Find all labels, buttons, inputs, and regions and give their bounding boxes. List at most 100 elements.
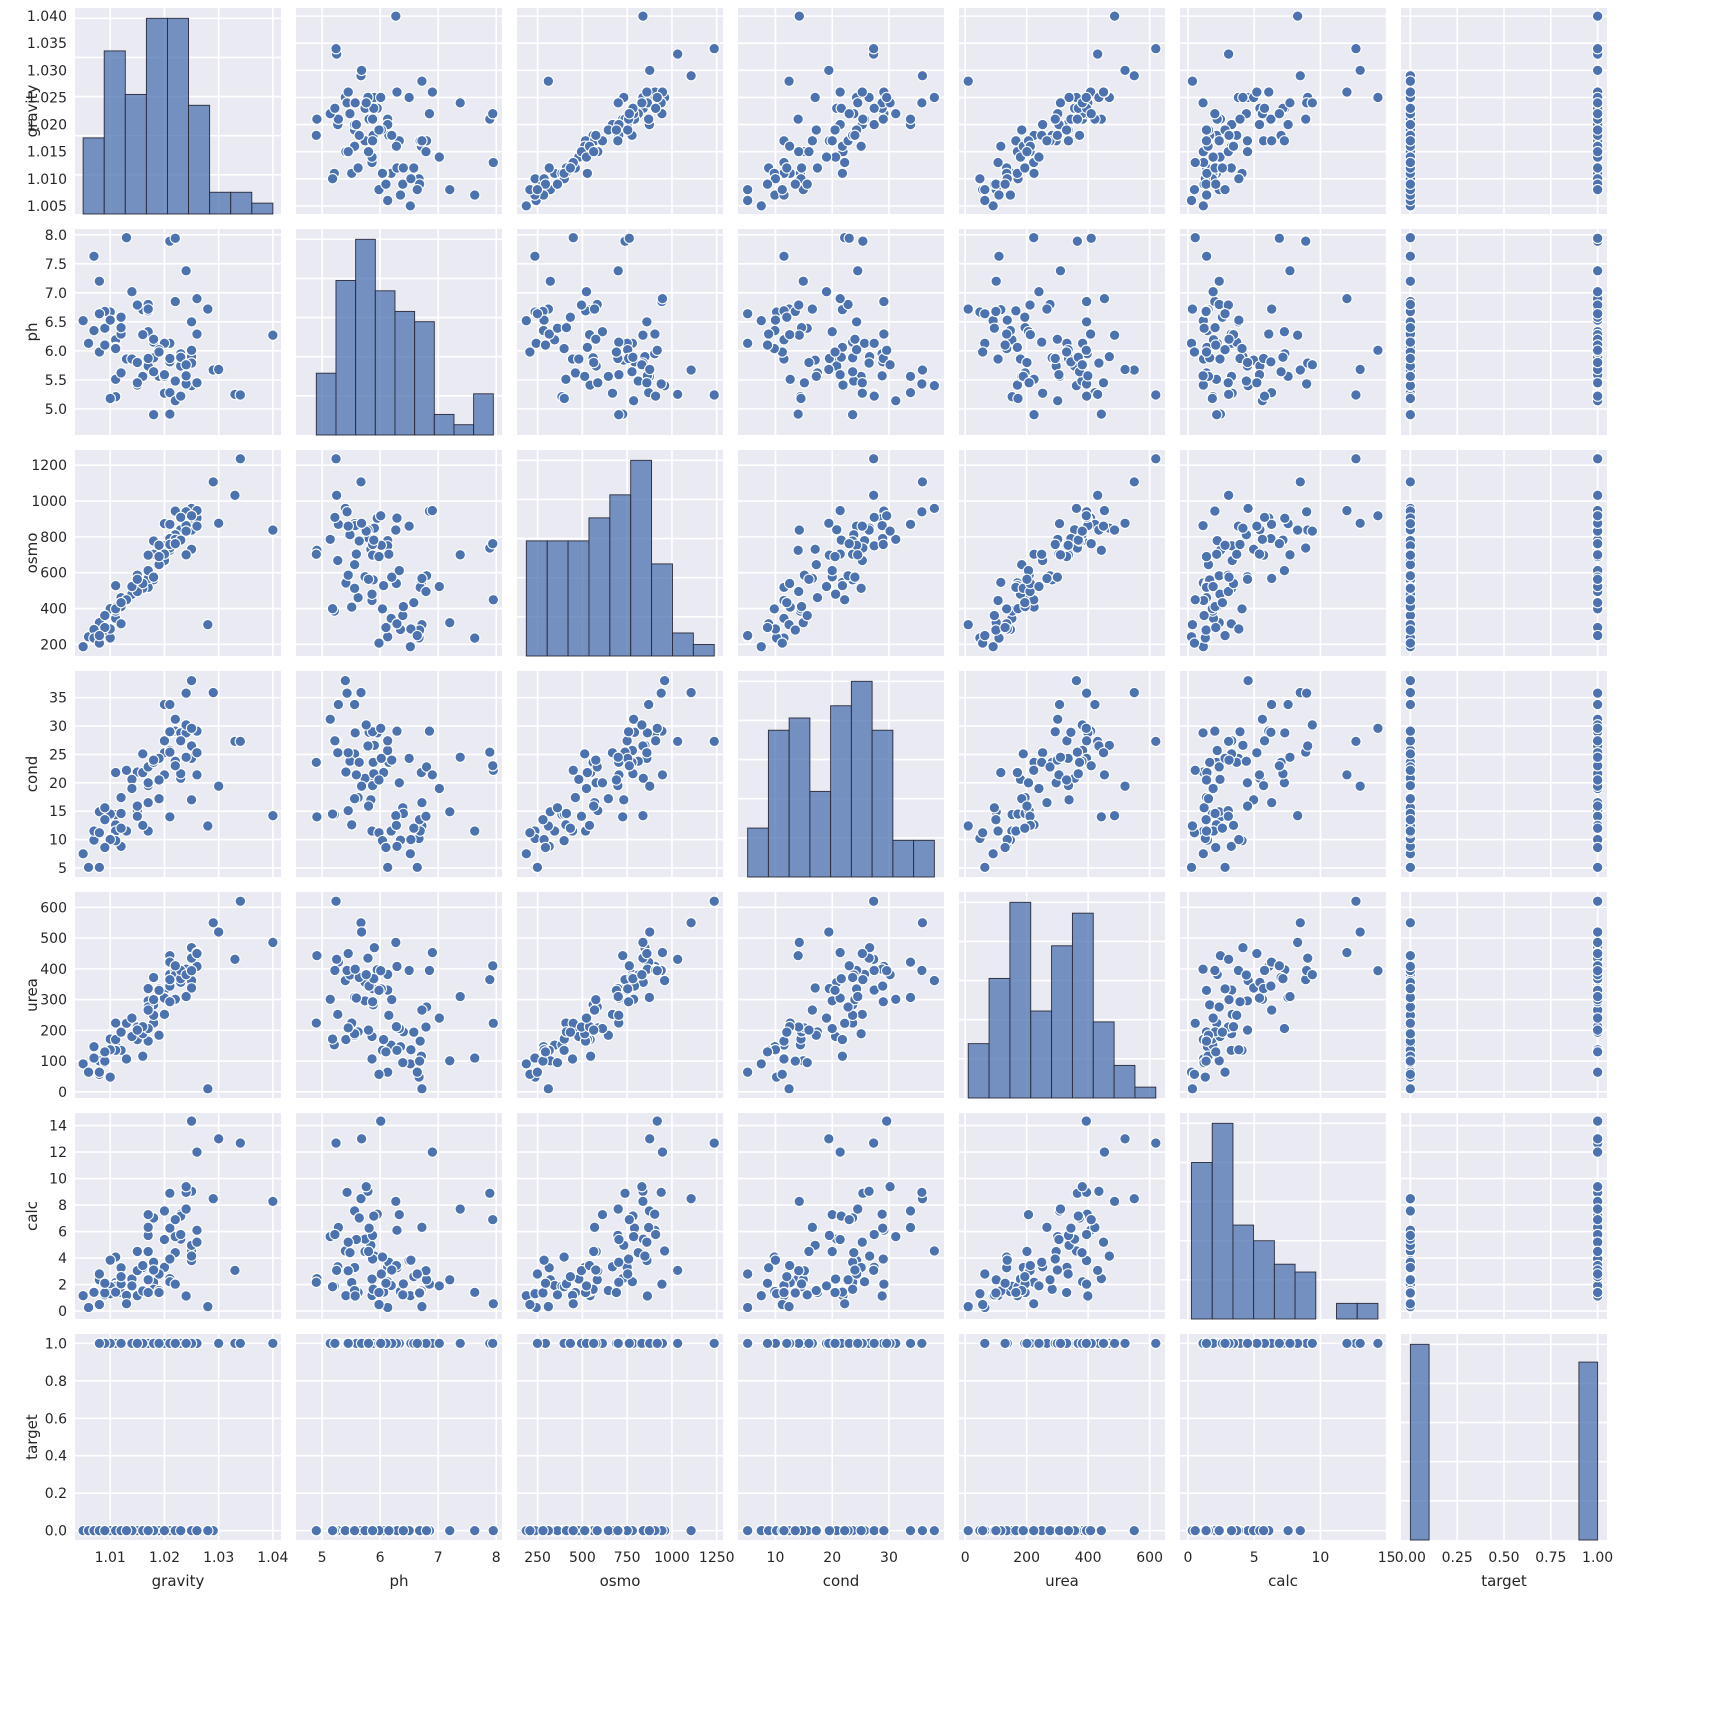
scatter-point <box>1241 145 1254 158</box>
scatter-point <box>564 822 577 834</box>
scatter-point <box>88 1286 100 1299</box>
scatter-point <box>360 968 372 981</box>
scatter-point <box>137 748 149 760</box>
scatter-point <box>115 791 127 804</box>
scatter-point <box>842 1274 854 1286</box>
scatter-point <box>1021 573 1033 586</box>
scatter-point <box>1097 86 1110 98</box>
y-tick-label: 800 <box>40 530 67 546</box>
scatter-point <box>1098 1146 1111 1158</box>
scatter-point <box>77 640 89 653</box>
histogram-bar <box>209 191 232 215</box>
histogram-bar <box>546 540 569 657</box>
scatter-point <box>142 303 154 315</box>
scatter-point <box>1263 328 1275 340</box>
scatter-point <box>380 178 392 190</box>
scatter-point <box>1097 377 1110 389</box>
scatter-point <box>622 1253 635 1265</box>
scatter-point <box>1257 1524 1270 1537</box>
scatter-point <box>229 953 241 966</box>
scatter-point <box>1591 10 1604 22</box>
scatter-point <box>362 1245 375 1258</box>
scatter-point <box>385 754 398 766</box>
scatter-point <box>1291 329 1304 341</box>
scatter-point <box>856 1236 869 1248</box>
scatter-point <box>856 1008 869 1021</box>
scatter-point <box>366 113 379 125</box>
scatter-point <box>397 162 410 174</box>
scatter-point <box>444 1055 456 1067</box>
scatter-point <box>890 395 902 407</box>
panel-ph-vs-target <box>1401 229 1607 435</box>
scatter-point <box>761 178 774 190</box>
scatter-point <box>391 1044 403 1057</box>
scatter-point <box>542 1083 555 1095</box>
scatter-point <box>353 756 366 769</box>
scatter-point <box>1011 341 1024 354</box>
scatter-point <box>207 686 219 699</box>
scatter-point <box>560 807 573 820</box>
scatter-point <box>158 368 171 381</box>
scatter-point <box>416 135 428 147</box>
y-tick-label: 4 <box>58 1251 67 1267</box>
scatter-point <box>1200 984 1213 997</box>
scatter-point <box>1219 539 1231 552</box>
scatter-point <box>1237 941 1249 954</box>
scatter-point <box>1404 637 1417 649</box>
scatter-point <box>587 1245 600 1258</box>
scatter-point <box>1236 603 1248 615</box>
x-axis-label: ph <box>389 1572 408 1590</box>
scatter-point <box>404 847 417 860</box>
scatter-point <box>1210 548 1223 561</box>
x-tick-label: 30 <box>880 1550 898 1566</box>
scatter-point <box>741 1301 754 1314</box>
y-tick-label: 5.0 <box>45 402 67 418</box>
scatter-point <box>990 275 1002 287</box>
scatter-point <box>1080 316 1093 328</box>
scatter-point <box>1084 328 1097 340</box>
scatter-point <box>1278 1022 1291 1035</box>
scatter-point <box>1207 151 1219 163</box>
panel-calc-vs-cond <box>738 1113 944 1319</box>
scatter-point <box>1404 517 1417 530</box>
scatter-point <box>769 314 782 326</box>
histogram-bar <box>433 413 455 436</box>
scatter-point <box>1051 129 1064 142</box>
scatter-point <box>1108 329 1121 341</box>
scatter-point <box>590 333 602 346</box>
scatter-point <box>1354 363 1366 376</box>
histogram-bar <box>374 290 396 436</box>
scatter-point <box>671 388 684 401</box>
scatter-point <box>591 1524 604 1537</box>
panel-urea-vs-cond <box>738 892 944 1098</box>
scatter-point <box>1227 819 1240 832</box>
scatter-point <box>77 847 89 860</box>
scatter-point <box>332 698 345 711</box>
panel-cond-vs-urea <box>959 671 1165 877</box>
scatter-point <box>131 800 144 812</box>
scatter-point <box>411 183 424 196</box>
scatter-point <box>820 285 833 298</box>
scatter-point <box>99 1287 111 1299</box>
scatter-point <box>803 145 815 158</box>
scatter-point <box>202 1300 214 1313</box>
scatter-point <box>1237 91 1249 104</box>
scatter-point <box>671 953 684 966</box>
scatter-point <box>636 1180 648 1193</box>
scatter-point <box>776 183 789 196</box>
scatter-point <box>329 964 341 977</box>
scatter-point <box>1306 719 1319 731</box>
scatter-point <box>856 520 869 532</box>
scatter-point <box>1279 512 1291 524</box>
scatter-point <box>376 167 389 180</box>
scatter-point <box>1214 773 1226 786</box>
scatter-point <box>1301 740 1314 752</box>
scatter-point <box>741 307 754 320</box>
scatter-point <box>1119 517 1131 530</box>
scatter-point <box>798 377 811 389</box>
scatter-point <box>380 1277 392 1289</box>
scatter-point <box>405 833 417 846</box>
scatter-point <box>1024 299 1036 311</box>
scatter-point <box>153 984 165 997</box>
scatter-point <box>1591 1203 1604 1215</box>
